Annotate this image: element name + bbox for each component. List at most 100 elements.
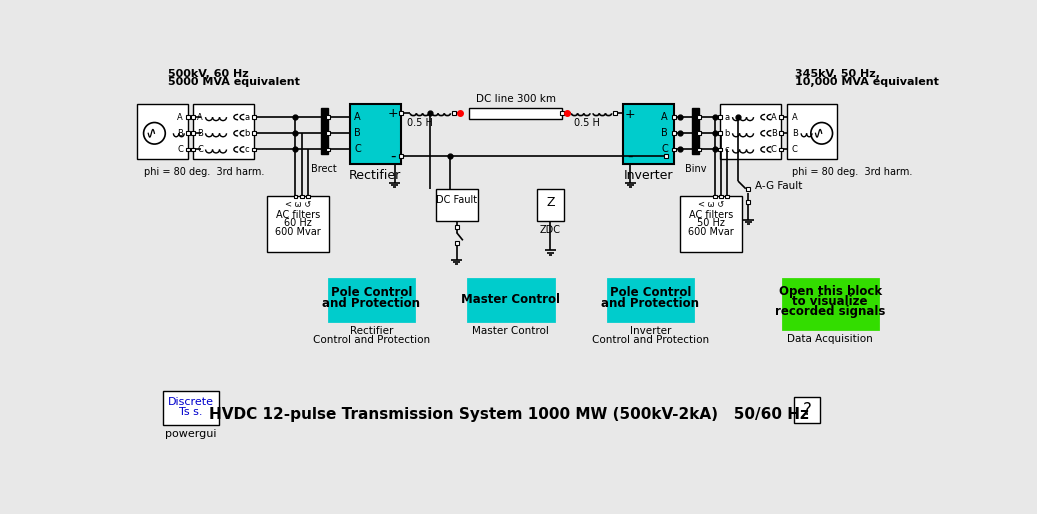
Bar bbox=[622, 104, 674, 164]
Bar bbox=[293, 194, 298, 198]
Text: Brect: Brect bbox=[311, 164, 337, 174]
Text: and Protection: and Protection bbox=[323, 297, 420, 310]
Text: A: A bbox=[770, 113, 777, 122]
Bar bbox=[719, 194, 723, 198]
Bar bbox=[536, 189, 564, 221]
Text: phi = 80 deg.  3rd harm.: phi = 80 deg. 3rd harm. bbox=[792, 167, 913, 177]
Bar bbox=[193, 104, 254, 159]
Text: < ω ↺: < ω ↺ bbox=[698, 199, 724, 209]
Bar bbox=[793, 397, 820, 423]
Bar bbox=[719, 148, 722, 152]
Text: Data Acquisition: Data Acquisition bbox=[787, 334, 873, 344]
Bar bbox=[779, 132, 783, 135]
Text: Open this block: Open this block bbox=[779, 285, 881, 298]
Bar bbox=[186, 115, 190, 119]
Bar bbox=[300, 194, 304, 198]
Text: B: B bbox=[770, 129, 777, 138]
Text: Inverter: Inverter bbox=[623, 169, 673, 182]
Text: A-G Fault: A-G Fault bbox=[755, 181, 803, 191]
Bar bbox=[693, 108, 699, 154]
Text: A: A bbox=[177, 113, 183, 122]
Text: Control and Protection: Control and Protection bbox=[592, 335, 709, 345]
Text: Pole Control: Pole Control bbox=[331, 286, 412, 299]
Text: and Protection: and Protection bbox=[601, 297, 699, 310]
Bar bbox=[186, 132, 190, 135]
Text: A: A bbox=[661, 112, 668, 122]
Bar bbox=[469, 279, 554, 321]
Text: 5000 MVA equivalent: 5000 MVA equivalent bbox=[168, 78, 301, 87]
Bar bbox=[608, 279, 693, 321]
Text: HVDC 12-pulse Transmission System 1000 MW (500kV-2kA)   50/60 Hz: HVDC 12-pulse Transmission System 1000 M… bbox=[209, 407, 809, 422]
Text: Inverter: Inverter bbox=[629, 326, 671, 336]
Text: 0.5 H: 0.5 H bbox=[407, 118, 432, 127]
Text: AC filters: AC filters bbox=[276, 210, 320, 220]
Text: Master Control: Master Control bbox=[461, 293, 560, 306]
Bar bbox=[137, 104, 188, 159]
Text: 0.5 H: 0.5 H bbox=[573, 118, 599, 127]
Bar bbox=[321, 108, 328, 154]
Bar bbox=[191, 132, 195, 135]
Bar bbox=[680, 196, 741, 252]
Bar bbox=[787, 104, 837, 159]
Bar bbox=[399, 112, 402, 115]
Bar bbox=[252, 115, 255, 119]
Bar bbox=[349, 104, 401, 164]
Bar bbox=[613, 112, 617, 115]
Bar bbox=[186, 148, 190, 152]
Bar bbox=[697, 115, 701, 119]
Text: a: a bbox=[725, 113, 730, 122]
Text: 50 Hz: 50 Hz bbox=[697, 218, 725, 228]
Bar bbox=[747, 187, 750, 191]
Text: Rectifier: Rectifier bbox=[349, 169, 401, 182]
Text: A: A bbox=[197, 113, 203, 122]
Bar bbox=[672, 148, 676, 152]
Text: C: C bbox=[197, 145, 203, 154]
Text: Control and Protection: Control and Protection bbox=[313, 335, 430, 345]
Text: Rectifier: Rectifier bbox=[349, 326, 393, 336]
Text: < ω ↺: < ω ↺ bbox=[285, 199, 311, 209]
Text: Master Control: Master Control bbox=[473, 326, 550, 336]
Bar bbox=[725, 194, 729, 198]
Bar bbox=[252, 148, 255, 152]
Bar bbox=[720, 104, 781, 159]
Bar bbox=[191, 148, 195, 152]
Bar bbox=[163, 391, 219, 425]
Text: C: C bbox=[177, 145, 183, 154]
Bar bbox=[306, 194, 310, 198]
Bar bbox=[399, 155, 402, 158]
Text: AC filters: AC filters bbox=[689, 210, 733, 220]
Text: Pole Control: Pole Control bbox=[610, 286, 691, 299]
Text: b: b bbox=[244, 129, 249, 138]
Text: to visualize: to visualize bbox=[792, 295, 868, 308]
Text: -: - bbox=[627, 149, 633, 164]
Text: 10,000 MVA equivalent: 10,000 MVA equivalent bbox=[794, 78, 938, 87]
Text: C: C bbox=[791, 145, 797, 154]
Bar bbox=[452, 112, 455, 115]
Bar bbox=[747, 200, 750, 204]
Text: 60 Hz: 60 Hz bbox=[284, 218, 312, 228]
Bar bbox=[252, 132, 255, 135]
Bar bbox=[436, 189, 478, 221]
Bar bbox=[326, 115, 330, 119]
Text: A: A bbox=[355, 112, 361, 122]
Text: Discrete: Discrete bbox=[168, 397, 214, 407]
Text: C: C bbox=[354, 144, 361, 155]
Bar bbox=[719, 132, 722, 135]
Bar bbox=[560, 112, 564, 115]
Text: +: + bbox=[388, 107, 398, 120]
Bar bbox=[672, 132, 676, 135]
Text: B: B bbox=[354, 128, 361, 138]
Text: Z: Z bbox=[546, 196, 555, 209]
Bar bbox=[329, 279, 414, 321]
Bar bbox=[779, 148, 783, 152]
Bar bbox=[697, 148, 701, 152]
Bar bbox=[455, 241, 458, 245]
Bar bbox=[779, 115, 783, 119]
Text: B: B bbox=[197, 129, 203, 138]
Text: ?: ? bbox=[803, 401, 811, 419]
Text: recorded signals: recorded signals bbox=[775, 305, 886, 318]
Text: Binv: Binv bbox=[684, 164, 706, 174]
Bar bbox=[783, 279, 877, 329]
Text: B: B bbox=[791, 129, 797, 138]
Bar bbox=[191, 115, 195, 119]
